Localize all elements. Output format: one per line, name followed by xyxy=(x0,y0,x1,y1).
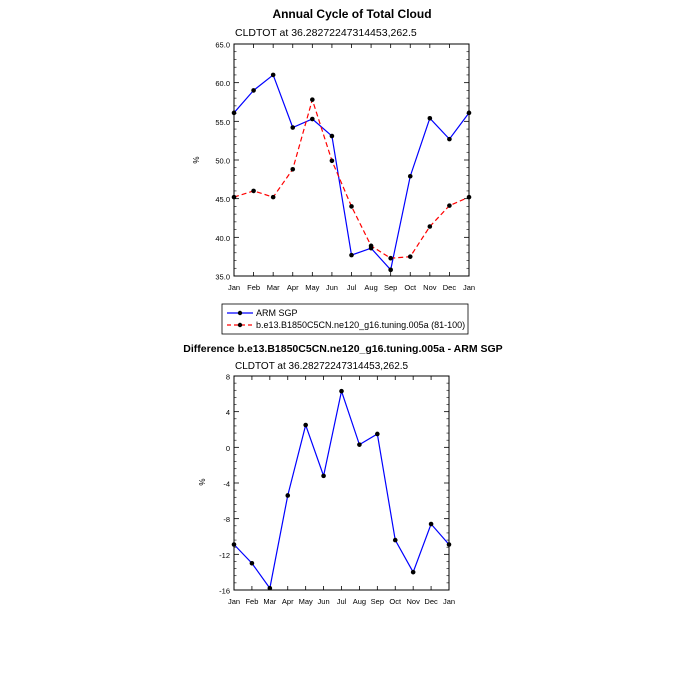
chart2-data-point xyxy=(321,473,326,479)
chart1-xtick-label: Dec xyxy=(443,283,457,292)
legend: ARM SGP b.e13.B1850C5CN.ne120_g16.tuning… xyxy=(221,303,469,335)
chart2-data-point xyxy=(249,560,255,566)
chart1-data-point xyxy=(251,188,256,194)
chart2-xtick-label: Jan xyxy=(443,597,455,606)
chart2-xtick-label: Jun xyxy=(318,597,330,606)
chart2-xtick-label: May xyxy=(299,597,313,606)
chart1-data-point xyxy=(447,136,452,142)
chart2-data-point xyxy=(303,422,308,428)
chart2-xtick-label: Feb xyxy=(245,597,258,606)
chart1-ylabel: % xyxy=(192,156,201,163)
chart1-xtick-label: Jan xyxy=(463,283,475,292)
chart1-ytick-label: 55.0 xyxy=(215,118,230,127)
chart2-data-point xyxy=(428,521,434,527)
chart2-xtick-label: Sep xyxy=(371,597,384,606)
chart1-plot-frame xyxy=(233,43,470,277)
chart2-xtick-label: Apr xyxy=(282,597,294,606)
difference-chart: Difference b.e13.B1850C5CN.ne120_g16.tun… xyxy=(183,343,502,606)
chart1-ytick-label: 40.0 xyxy=(215,234,230,243)
chart2-ytick-label: 0 xyxy=(226,444,230,453)
chart1-data-point xyxy=(251,88,256,93)
chart1-data-point xyxy=(388,267,393,273)
chart1-xtick-label: Feb xyxy=(247,283,260,292)
chart2-data-point xyxy=(410,569,416,575)
chart1-xtick-label: Aug xyxy=(364,283,377,292)
chart2-data-point xyxy=(375,431,380,437)
chart1-data-point xyxy=(407,173,413,179)
chart2-plot-frame xyxy=(233,375,450,591)
chart1-data-point xyxy=(270,194,276,200)
legend-label-model: b.e13.B1850C5CN.ne120_g16.tuning.005a (8… xyxy=(256,320,465,330)
chart1-ytick-label: 35.0 xyxy=(215,273,230,282)
chart1-ytick-label: 45.0 xyxy=(215,195,230,204)
chart2-series-group xyxy=(231,388,452,591)
chart1-xtick-label: Jun xyxy=(326,283,338,292)
chart1-xtick-label: May xyxy=(305,283,319,292)
chart1-data-point xyxy=(427,115,433,121)
chart1-data-point xyxy=(427,224,433,229)
chart2-subtitle: CLDTOT at 36.28272247314453,262.5 xyxy=(235,361,409,372)
chart1-data-point xyxy=(310,97,315,102)
chart2-xtick-label: Oct xyxy=(389,597,402,606)
chart2-ylabel: % xyxy=(198,478,207,485)
chart2-ytick-label: 8 xyxy=(226,373,230,382)
chart2-xtick-label: Dec xyxy=(424,597,438,606)
chart1-data-point xyxy=(349,204,354,209)
chart1-xtick-label: Nov xyxy=(423,283,437,292)
legend-marker-model xyxy=(237,322,243,328)
chart2-title: Difference b.e13.B1850C5CN.ne120_g16.tun… xyxy=(183,343,502,355)
chart1-data-point xyxy=(388,255,393,261)
chart1-series-group xyxy=(231,72,472,273)
chart2-xtick-label: Aug xyxy=(353,597,366,606)
chart1-xtick-label: Sep xyxy=(384,283,397,292)
chart1-data-point xyxy=(329,133,335,139)
legend-label-arm-sgp: ARM SGP xyxy=(256,308,298,318)
chart1-xtick-label: Jan xyxy=(228,283,240,292)
chart1-series-line-arm-sgp xyxy=(233,73,470,272)
chart1-data-point xyxy=(349,252,354,258)
chart2-data-point xyxy=(392,537,398,543)
chart1-axes: Jan Feb Mar Apr May Jun Jul Aug Sep Oct Nov Dec Jan3… xyxy=(215,41,475,293)
legend-marker-arm-sgp xyxy=(237,310,243,316)
chart2-data-point xyxy=(267,585,273,591)
chart1-xtick-label: Oct xyxy=(404,283,417,292)
chart2-ytick-label: -16 xyxy=(219,587,230,596)
chart2-ytick-label: -12 xyxy=(219,551,230,560)
chart1-data-point xyxy=(329,158,335,164)
annual-cycle-chart: Annual Cycle of Total Cloud CLDTOT at 36… xyxy=(192,7,475,292)
chart2-axes: Jan Feb Mar Apr May Jun Jul Aug Sep Oct Nov Dec Jan-… xyxy=(219,373,455,607)
chart1-data-point xyxy=(270,72,276,78)
chart1-series-line-b-e13-b1850c5cn-ne120-g1 xyxy=(233,97,470,259)
chart1-xtick-label: Apr xyxy=(287,283,299,292)
chart1-data-point xyxy=(407,254,413,259)
legend-entry-model: b.e13.B1850C5CN.ne120_g16.tuning.005a (8… xyxy=(227,320,465,330)
chart1-ytick-label: 50.0 xyxy=(215,157,230,166)
chart1-data-point xyxy=(290,125,296,130)
chart1-subtitle: CLDTOT at 36.28272247314453,262.5 xyxy=(235,27,417,39)
chart2-xtick-label: Jan xyxy=(228,597,240,606)
chart1-data-point xyxy=(290,166,296,172)
chart2-ytick-label: 4 xyxy=(226,408,230,417)
chart2-ytick-label: -8 xyxy=(223,515,230,524)
chart2-data-point xyxy=(285,493,291,498)
chart1-data-point xyxy=(310,116,315,122)
legend-box xyxy=(221,303,469,335)
chart1-xtick-label: Jul xyxy=(347,283,357,292)
chart1-ytick-label: 65.0 xyxy=(215,41,230,50)
chart1-data-point xyxy=(447,203,452,208)
chart2-xtick-label: Nov xyxy=(406,597,420,606)
chart2-ytick-label: -4 xyxy=(223,480,230,489)
chart2-data-point xyxy=(339,388,344,394)
chart1-data-point xyxy=(368,243,374,249)
chart1-xtick-label: Mar xyxy=(267,283,280,292)
chart2-series-line-difference xyxy=(233,388,450,590)
chart1-title: Annual Cycle of Total Cloud xyxy=(272,7,431,21)
legend-entry-arm-sgp: ARM SGP xyxy=(227,308,298,318)
chart2-xtick-label: Jul xyxy=(337,597,347,606)
chart1-ytick-label: 60.0 xyxy=(215,79,230,88)
chart2-data-point xyxy=(357,442,362,447)
chart2-xtick-label: Mar xyxy=(263,597,276,606)
